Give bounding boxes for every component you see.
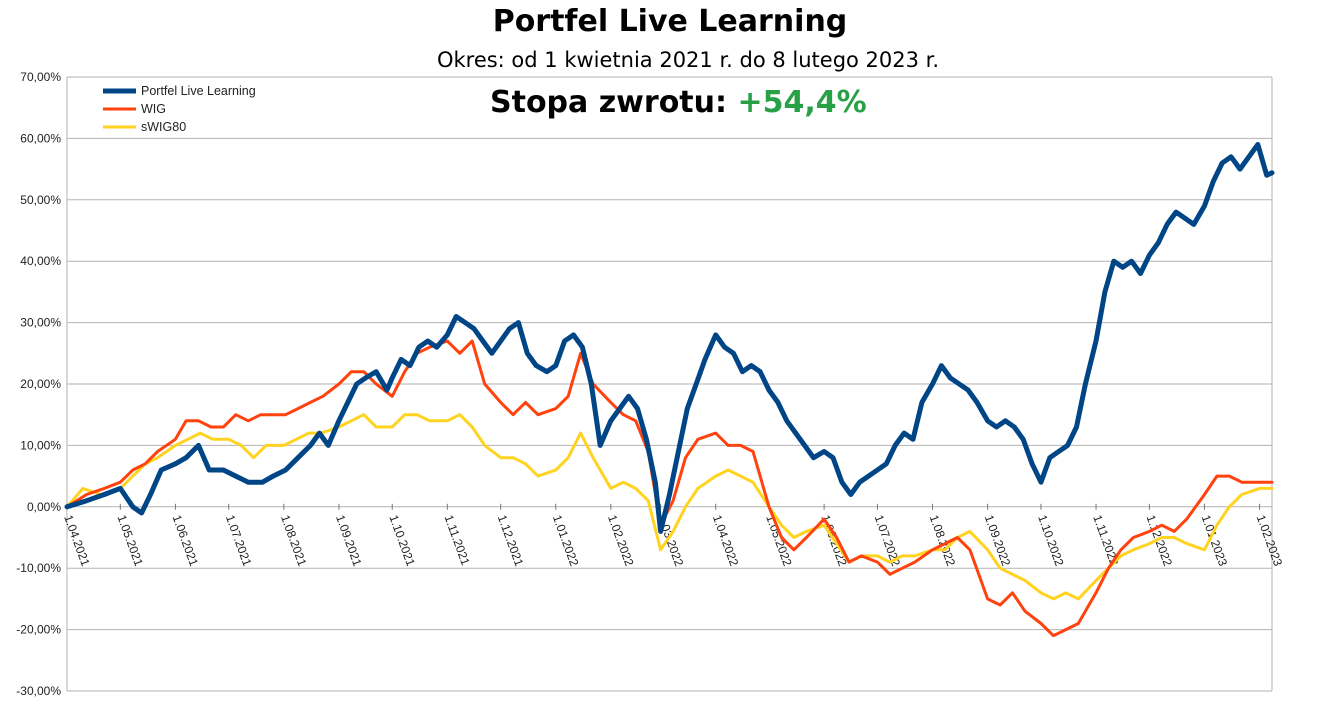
x-tick-label: 1.02.2022 bbox=[605, 513, 637, 568]
x-tick-label: 1.01.2022 bbox=[550, 513, 582, 568]
y-tick-label: 10,00% bbox=[20, 438, 61, 452]
y-tick-label: 20,00% bbox=[20, 377, 61, 391]
y-tick-label: -10,00% bbox=[16, 561, 61, 575]
return-value: +54,4% bbox=[737, 85, 867, 120]
series-line-swig80 bbox=[65, 413, 1274, 601]
series-line-portfel-live-learning bbox=[64, 142, 1275, 534]
x-tick-label: 1.07.2021 bbox=[223, 513, 255, 568]
y-tick-label: 40,00% bbox=[20, 254, 61, 268]
y-tick-label: -30,00% bbox=[16, 684, 61, 698]
x-tick-label: 1.06.2021 bbox=[170, 513, 202, 568]
legend-label: WIG bbox=[141, 102, 166, 116]
x-tick-label: 1.01.2023 bbox=[1199, 513, 1231, 568]
x-tick-label: 1.11.2021 bbox=[442, 513, 473, 567]
x-tick-label: 1.10.2021 bbox=[386, 513, 418, 568]
x-tick-label: 1.12.2021 bbox=[495, 513, 527, 568]
y-tick-label: 70,00% bbox=[20, 70, 61, 84]
x-tick-label: 1.09.2021 bbox=[333, 513, 365, 568]
y-tick-label: 30,00% bbox=[20, 316, 61, 330]
legend-label: sWIG80 bbox=[141, 120, 186, 134]
x-tick-label: 1.02.2023 bbox=[1254, 513, 1286, 568]
x-tick-label: 1.10.2022 bbox=[1035, 513, 1067, 568]
return-label: Stopa zwrotu: bbox=[490, 85, 727, 120]
series-lines bbox=[64, 142, 1275, 638]
y-tick-label: -20,00% bbox=[16, 623, 61, 637]
x-tick-label: 1.08.2021 bbox=[278, 513, 310, 568]
y-tick-label: 0,00% bbox=[27, 500, 61, 514]
x-tick-label: 1.05.2021 bbox=[114, 513, 146, 568]
y-tick-label: 60,00% bbox=[20, 131, 61, 145]
x-tick-label: 1.09.2022 bbox=[982, 513, 1014, 568]
chart-title: Portfel Live Learning bbox=[492, 4, 848, 39]
legend-label: Portfel Live Learning bbox=[141, 84, 256, 98]
x-tick-label: 1.12.2022 bbox=[1144, 513, 1176, 568]
x-tick-label: 1.04.2022 bbox=[710, 513, 742, 568]
x-tick-label: 1.04.2021 bbox=[61, 513, 93, 568]
legend: Portfel Live Learning WIG sWIG80 bbox=[103, 84, 256, 134]
chart-subtitle: Okres: od 1 kwietnia 2021 r. do 8 lutego… bbox=[436, 48, 940, 72]
y-tick-label: 50,00% bbox=[20, 193, 61, 207]
return-summary: Stopa zwrotu: +54,4% bbox=[490, 85, 867, 120]
